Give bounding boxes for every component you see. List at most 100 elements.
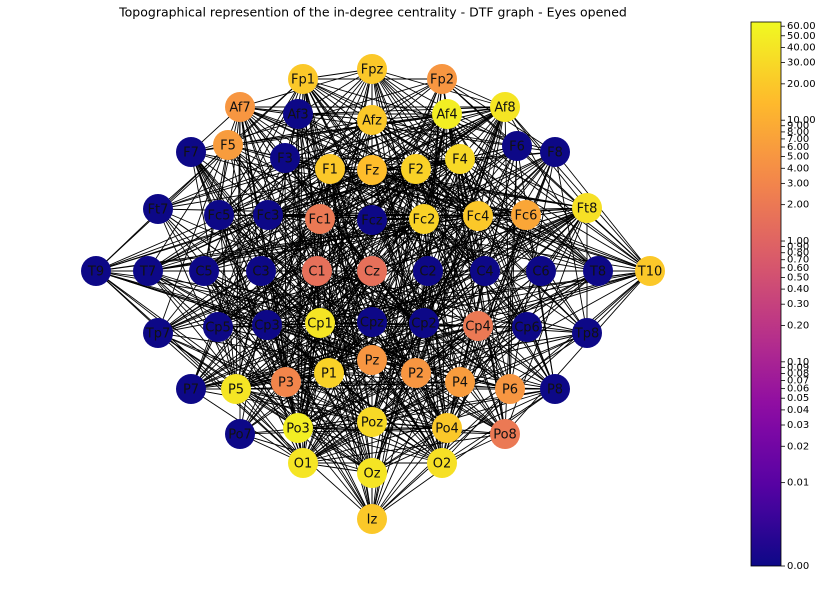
node-label: Tp8: [574, 327, 599, 342]
edge: [147, 270, 373, 474]
edge: [441, 106, 506, 464]
node-label: F1: [322, 163, 338, 178]
edge: [371, 388, 556, 423]
edge: [302, 359, 373, 464]
node: [357, 105, 387, 135]
edge: [319, 322, 373, 474]
node-label: Fc4: [467, 210, 490, 225]
edge: [415, 168, 599, 272]
edge: [371, 218, 425, 323]
node-label: Af8: [494, 101, 515, 116]
edge: [95, 270, 511, 390]
edge: [190, 215, 479, 390]
node: [314, 358, 344, 388]
edge: [415, 270, 599, 374]
colorbar-tick-label: 0.08: [787, 369, 809, 380]
node-label: Cp5: [205, 321, 231, 336]
colorbar-fill: [750, 21, 782, 567]
node: [357, 307, 387, 337]
node-label: Fc2: [413, 213, 436, 228]
node: [203, 312, 233, 342]
colorbar: 0.00 0.01 0.02 0.03 0.040.050.060.070.080.09…: [750, 21, 816, 572]
edge: [203, 218, 425, 272]
edge: [415, 332, 588, 374]
node-label: F5: [220, 139, 236, 154]
edge: [203, 270, 373, 423]
edge: [371, 169, 417, 374]
node: [246, 256, 276, 286]
edge: [147, 218, 321, 272]
node: [204, 200, 234, 230]
edge: [260, 270, 373, 323]
node-label: F2: [408, 163, 424, 178]
edge: [217, 270, 651, 328]
node-label: F8: [547, 146, 563, 161]
colorbar-tick-label: 0.40: [787, 284, 809, 295]
node: [283, 413, 313, 443]
node-label: P2: [408, 367, 424, 382]
node: [357, 256, 387, 286]
edge: [260, 270, 299, 429]
node: [315, 154, 345, 184]
node: [432, 99, 462, 129]
node-label: F3: [277, 152, 293, 167]
edge: [423, 207, 588, 220]
colorbar-tick-label: 0.30: [787, 299, 809, 310]
node: [463, 201, 493, 231]
edge: [371, 119, 528, 328]
edge: [446, 270, 542, 429]
edge: [239, 427, 448, 435]
node-label: P6: [502, 383, 518, 398]
node: [490, 419, 520, 449]
node: [357, 458, 387, 488]
edge: [371, 270, 511, 390]
colorbar-tick-label: 50.00: [787, 31, 816, 42]
edge: [423, 151, 556, 220]
edge: [484, 207, 588, 272]
node: [305, 308, 335, 338]
edge: [217, 326, 330, 374]
edge: [328, 372, 373, 520]
edge: [190, 169, 373, 390]
edge: [504, 106, 651, 272]
edge: [319, 270, 542, 324]
node-label: Af4: [436, 108, 457, 123]
node-label: Af3: [287, 108, 308, 123]
edge: [95, 169, 373, 272]
edge: [235, 219, 373, 390]
node: [540, 374, 570, 404]
node: [445, 144, 475, 174]
edge: [227, 144, 651, 272]
edge: [285, 381, 448, 429]
node: [512, 312, 542, 342]
edge: [297, 427, 373, 520]
edge: [297, 372, 417, 429]
edge: [297, 106, 506, 115]
edge: [371, 219, 506, 435]
colorbar-tick-label: 40.00: [787, 42, 816, 53]
node-label: T10: [637, 265, 662, 280]
node-label: P7: [183, 383, 199, 398]
edge: [285, 381, 373, 474]
node: [495, 374, 525, 404]
node-label: Fc3: [257, 209, 280, 224]
node: [445, 367, 475, 397]
node: [401, 358, 431, 388]
node-label: Poz: [361, 416, 383, 431]
edge: [157, 270, 373, 334]
node: [176, 137, 206, 167]
edge: [218, 78, 304, 216]
node: [288, 64, 318, 94]
edge: [235, 359, 373, 390]
edge: [284, 106, 506, 159]
edge: [319, 218, 330, 374]
edge: [302, 326, 528, 464]
node: [271, 367, 301, 397]
colorbar-tick-label: 0.04: [787, 405, 809, 416]
node-label: Cp4: [465, 320, 491, 335]
edge: [459, 158, 588, 334]
edge: [371, 372, 417, 474]
edge: [157, 151, 556, 334]
node-label: Fc5: [208, 209, 231, 224]
